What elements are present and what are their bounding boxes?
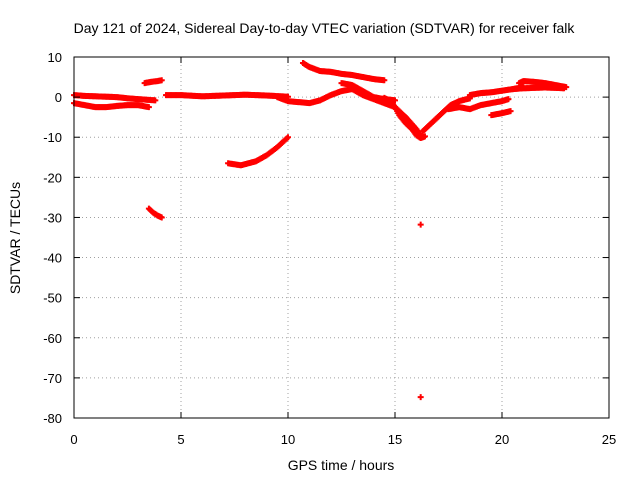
- x-tick-label: 5: [177, 432, 184, 447]
- data-point: [421, 133, 428, 140]
- data-layer: [71, 60, 570, 401]
- series-arc-a-upper: [71, 92, 159, 104]
- x-tick-label: 10: [281, 432, 295, 447]
- data-point: [561, 85, 568, 92]
- y-tick-label: -70: [43, 371, 62, 386]
- data-point: [417, 221, 424, 228]
- series-arc-m: [488, 108, 514, 119]
- data-point: [145, 104, 152, 111]
- chart-title: Day 121 of 2024, Sidereal Day-to-day VTE…: [74, 20, 576, 36]
- data-point: [285, 134, 291, 141]
- x-tick-label: 25: [602, 432, 616, 447]
- y-tick-label: 10: [48, 50, 62, 65]
- y-tick-label: -30: [43, 210, 62, 225]
- x-axis-label: GPS time / hours: [288, 457, 395, 473]
- series-arc-o: [509, 84, 568, 93]
- y-tick-label: -20: [43, 170, 62, 185]
- data-point: [381, 77, 388, 84]
- series-arc-d: [163, 91, 291, 100]
- series-arc-e: [225, 134, 291, 169]
- series-outliers: [417, 221, 424, 401]
- y-tick-label: -80: [43, 411, 62, 426]
- series-arc-b: [141, 77, 165, 87]
- data-point: [505, 96, 512, 103]
- series-arc-a-lower: [71, 100, 152, 111]
- data-point: [152, 97, 159, 104]
- y-tick-label: -40: [43, 251, 62, 266]
- series-arc-k: [445, 96, 512, 113]
- series-arc-c: [145, 205, 165, 221]
- series-arc-i: [381, 94, 428, 142]
- y-tick-labels: 10 0 -10 -20 -30 -40 -50 -60 -70 -80: [43, 50, 62, 426]
- y-tick-label: -10: [43, 130, 62, 145]
- data-point: [507, 108, 514, 115]
- data-point: [158, 214, 165, 221]
- x-tick-label: 20: [495, 432, 509, 447]
- y-tick-label: 0: [55, 90, 62, 105]
- grid: [74, 57, 609, 418]
- x-tick-label: 15: [388, 432, 402, 447]
- y-axis-label: SDTVAR / TECUs: [7, 182, 23, 294]
- data-point: [417, 394, 424, 401]
- series-arc-j: [419, 95, 473, 135]
- y-tick-label: -60: [43, 331, 62, 346]
- x-tick-label: 0: [70, 432, 77, 447]
- series-arc-g: [299, 60, 388, 84]
- data-point: [158, 77, 165, 84]
- y-tick-label: -50: [43, 291, 62, 306]
- x-tick-labels: 0 5 10 15 20 25: [70, 432, 616, 447]
- series-arc-f: [274, 86, 424, 139]
- axis-ticks: [73, 56, 610, 419]
- plot-frame: [73, 56, 610, 419]
